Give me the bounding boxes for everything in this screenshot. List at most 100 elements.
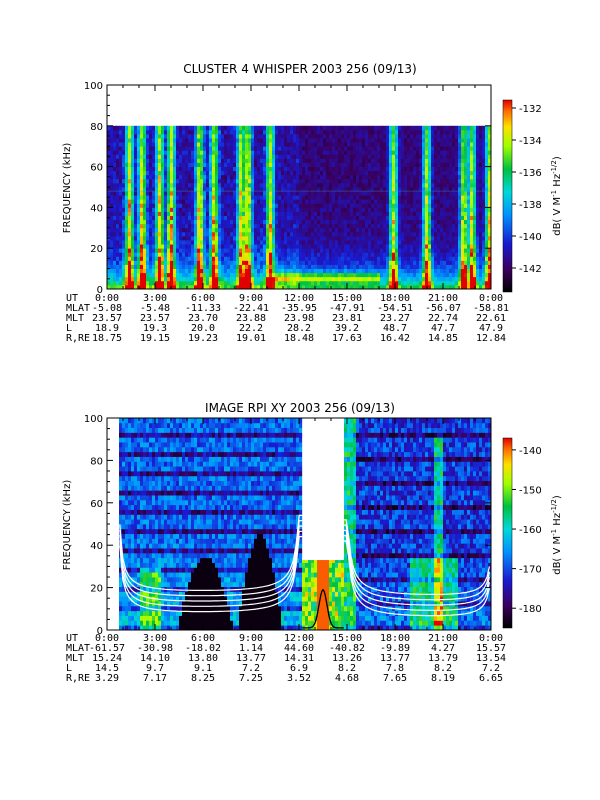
cluster-spectrogram-cell	[143, 203, 147, 208]
cluster-spectrogram-cell	[203, 244, 207, 249]
cluster-spectrogram-cell	[287, 166, 291, 172]
cluster-spectrogram-cell	[449, 231, 453, 237]
cluster-spectrogram-cell	[236, 244, 240, 249]
cluster-spectrogram-cell	[479, 235, 483, 241]
cluster-spectrogram-cell	[248, 268, 252, 274]
cluster-spectrogram-cell	[215, 244, 219, 249]
cluster-spectrogram-cell	[155, 125, 159, 131]
cluster-spectrogram-cell	[155, 195, 159, 200]
cluster-spectrogram-cell	[347, 227, 351, 233]
cluster-spectrogram-cell	[458, 248, 462, 253]
cluster-spectrogram-cell	[173, 158, 177, 163]
cluster-spectrogram-cell	[299, 272, 303, 278]
cluster-spectrogram-cell	[386, 150, 390, 155]
cluster-spectrogram-cell	[134, 166, 138, 172]
cluster-spectrogram-cell	[203, 227, 207, 233]
cluster-spectrogram-cell	[317, 219, 321, 225]
cluster-spectrogram-cell	[131, 182, 135, 188]
cluster-spectrogram-cell	[224, 138, 228, 143]
cluster-spectrogram-cell	[269, 244, 273, 249]
cluster-spectrogram-cell	[152, 268, 156, 274]
cluster-spectrogram-cell	[362, 125, 366, 131]
cluster-spectrogram-cell	[167, 154, 171, 159]
cluster-spectrogram-cell	[407, 203, 411, 208]
cluster-spectrogram-cell	[281, 235, 285, 241]
cluster-spectrogram-cell	[188, 252, 192, 257]
cluster-spectrogram-cell	[251, 199, 255, 204]
cluster-spectrogram-cell	[284, 223, 288, 229]
cluster-spectrogram-cell	[443, 199, 447, 204]
cluster-spectrogram-cell	[428, 170, 432, 176]
cluster-spectrogram-cell	[209, 240, 213, 245]
cluster-spectrogram-cell	[191, 280, 195, 286]
cluster-spectrogram-cell	[431, 272, 435, 278]
cluster-spectrogram-cell	[419, 256, 423, 261]
cluster-spectrogram-cell	[431, 166, 435, 172]
cluster-spectrogram-cell	[473, 195, 477, 200]
cluster-spectrogram-cell	[356, 133, 360, 139]
cluster-spectrogram-cell	[395, 138, 399, 143]
cluster-spectrogram-cell	[371, 199, 375, 204]
cluster-spectrogram-cell	[239, 211, 243, 216]
cluster-spectrogram-cell	[158, 138, 162, 143]
cluster-spectrogram-cell	[353, 240, 357, 245]
cluster-spectrogram-cell	[134, 203, 138, 208]
cluster-spectrogram-cell	[170, 170, 174, 176]
cluster-spectrogram-cell	[404, 280, 408, 286]
cluster-spectrogram-cell	[149, 280, 153, 286]
cluster-spectrogram-cell	[158, 142, 162, 147]
cluster-spectrogram-cell	[140, 264, 144, 269]
cluster-spectrogram-cell	[242, 146, 246, 151]
cluster-spectrogram-cell	[146, 199, 150, 204]
cluster-spectrogram-cell	[179, 170, 183, 176]
cluster-spectrogram-cell	[245, 129, 249, 135]
cluster-spectrogram-cell	[230, 240, 234, 245]
cluster-spectrogram-cell	[401, 166, 405, 172]
cluster-spectrogram-cell	[209, 235, 213, 241]
cluster-spectrogram-cell	[254, 170, 258, 176]
cluster-spectrogram-cell	[362, 158, 366, 163]
cluster-spectrogram-cell	[179, 125, 183, 131]
cluster-spectrogram-cell	[323, 227, 327, 233]
cluster-spectrogram-cell	[404, 174, 408, 180]
cluster-spectrogram-cell	[272, 231, 276, 237]
cluster-spectrogram-cell	[254, 142, 258, 147]
cluster-spectrogram-cell	[368, 174, 372, 180]
cluster-spectrogram-cell	[413, 223, 417, 229]
cluster-spectrogram-cell	[455, 248, 459, 253]
cluster-spectrogram-cell	[239, 125, 243, 131]
cluster-spectrogram-cell	[167, 272, 171, 278]
cluster-spectrogram-cell	[149, 223, 153, 229]
cluster-spectrogram-cell	[365, 178, 369, 184]
cluster-spectrogram-cell	[473, 260, 477, 265]
cluster-spectrogram-cell	[227, 170, 231, 176]
cluster-spectrogram-cell	[173, 256, 177, 261]
cluster-spectrogram-cell	[407, 174, 411, 180]
cluster-spectrogram-cell	[119, 219, 123, 225]
cluster-spectrogram-cell	[239, 162, 243, 167]
cluster-spectrogram-cell	[332, 187, 336, 192]
cluster-spectrogram-cell	[353, 158, 357, 163]
cluster-spectrogram-cell	[173, 211, 177, 216]
cluster-spectrogram-cell	[176, 207, 180, 212]
cluster-spectrogram-cell	[248, 248, 252, 253]
cluster-spectrogram-cell	[260, 191, 264, 196]
cluster-spectrogram-cell	[356, 248, 360, 253]
cluster-spectrogram-cell	[383, 215, 387, 221]
cluster-spectrogram-cell	[221, 154, 225, 159]
cluster-spectrogram-cell	[428, 276, 432, 282]
cluster-spectrogram-cell	[299, 207, 303, 212]
cluster-spectrogram-cell	[455, 211, 459, 216]
cluster-spectrogram-cell	[284, 199, 288, 204]
cluster-spectrogram-cell	[134, 215, 138, 221]
cluster-spectrogram-cell	[365, 280, 369, 286]
cluster-spectrogram-cell	[416, 187, 420, 192]
cluster-spectrogram-cell	[383, 162, 387, 167]
cluster-spectrogram-cell	[110, 166, 114, 172]
cluster-spectrogram-cell	[410, 244, 414, 249]
cluster-spectrogram-cell	[368, 125, 372, 131]
cluster-spectrogram-cell	[422, 146, 426, 151]
cluster-spectrogram-cell	[158, 207, 162, 212]
cluster-spectrogram-cell	[200, 264, 204, 269]
cluster-spectrogram-cell	[122, 276, 126, 282]
